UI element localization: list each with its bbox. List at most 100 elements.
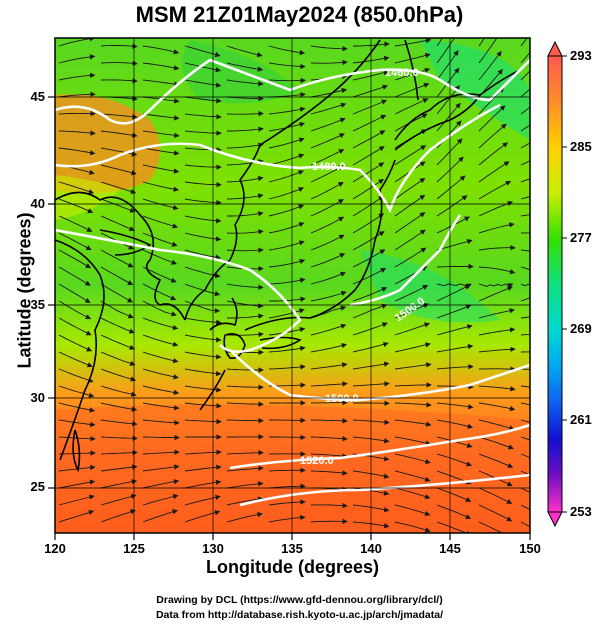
wind-streamline	[184, 130, 222, 136]
wind-streamline	[520, 38, 528, 47]
wind-streamline	[352, 162, 385, 183]
wind-streamline	[100, 449, 138, 456]
wind-streamline	[436, 419, 474, 429]
colorbar-arrow-top	[547, 40, 563, 57]
wind-streamline	[520, 88, 530, 98]
wind-streamline	[478, 419, 515, 431]
wind-streamline	[100, 368, 137, 382]
wind-streamline	[478, 222, 515, 234]
wind-streamline	[184, 232, 222, 242]
y-tick-label: 45	[31, 89, 45, 104]
wind-streamline	[226, 45, 263, 58]
wind-streamline	[352, 249, 386, 268]
wind-streamline	[100, 300, 134, 319]
wind-streamline	[184, 215, 222, 224]
wind-streamline	[184, 418, 222, 425]
wind-streamline	[478, 453, 514, 468]
chart-title: MSM 21Z01May2024 (850.0hPa)	[135, 2, 464, 27]
wind-streamline	[184, 249, 221, 260]
wind-streamline	[352, 341, 389, 353]
wind-streamline	[142, 62, 180, 71]
wind-streamline	[310, 102, 347, 115]
wind-streamline	[100, 385, 137, 397]
wind-streamline	[142, 464, 180, 472]
wind-streamline	[394, 67, 431, 81]
y-tick-label: 30	[31, 390, 45, 405]
wind-streamline	[310, 470, 348, 476]
wind-streamline	[226, 142, 264, 149]
wind-streamline	[394, 284, 429, 302]
wind-streamline	[394, 470, 431, 482]
wind-streamline	[58, 147, 96, 156]
wind-streamline	[478, 105, 506, 132]
wind-streamline	[310, 182, 344, 200]
wind-streamline	[58, 181, 95, 195]
wind-streamline	[394, 382, 432, 388]
wind-streamline	[268, 170, 305, 183]
wind-streamline	[478, 50, 502, 81]
wind-streamline	[352, 130, 386, 149]
coast-china-east	[55, 239, 105, 461]
wind-streamline	[436, 364, 474, 370]
wind-streamline	[520, 214, 530, 217]
wind-streamline	[436, 38, 444, 47]
wind-streamline	[226, 496, 264, 506]
wind-streamline	[142, 130, 180, 138]
wind-streamline	[226, 367, 264, 373]
colorbar-tick-label: 261	[570, 412, 592, 427]
wind-streamline	[520, 436, 530, 441]
wind-streamline	[520, 283, 530, 287]
wind-streamline	[100, 402, 138, 412]
wind-streamline	[142, 334, 179, 347]
wind-streamline	[268, 77, 306, 84]
wind-streamline	[58, 351, 93, 368]
colorbar-tick-label: 277	[570, 230, 592, 245]
wind-streamline	[352, 231, 385, 251]
wind-streamline	[478, 487, 513, 504]
wind-streamline	[142, 300, 177, 317]
wind-streamline	[310, 502, 348, 509]
wind-streamline	[436, 324, 473, 336]
wind-streamline	[520, 316, 530, 319]
wind-streamline	[226, 418, 264, 424]
wind-streamline	[58, 402, 95, 413]
wind-streamline	[436, 50, 459, 81]
wind-streamline	[142, 283, 177, 301]
wind-streamline	[226, 465, 264, 472]
wind-streamline	[100, 43, 138, 49]
wind-streamline	[394, 362, 432, 370]
wind-streamline	[268, 106, 306, 115]
x-tick-label: 130	[202, 541, 224, 556]
wind-streamline	[226, 95, 264, 102]
wind-streamline	[100, 78, 138, 84]
wind-streamline	[100, 147, 138, 157]
wind-streamline	[58, 385, 95, 398]
wind-streamline	[100, 198, 136, 213]
y-axis-label: Latitude (degrees)	[14, 212, 35, 369]
wind-streamline	[100, 181, 137, 195]
wind-streamline	[520, 142, 530, 149]
wind-streamline	[310, 435, 348, 442]
wind-streamline	[520, 160, 530, 166]
colorbar-tick-label: 293	[570, 48, 592, 63]
wind-streamline	[184, 334, 222, 343]
wind-streamline	[478, 180, 512, 200]
wind-streamline	[58, 283, 91, 303]
wind-streamline	[394, 52, 431, 64]
wind-streamline	[394, 436, 432, 446]
wind-streamline	[310, 149, 345, 166]
wind-streamline	[100, 464, 138, 472]
wind-streamline	[478, 266, 516, 275]
wind-streamline	[269, 434, 306, 441]
wind-streamline	[394, 98, 429, 115]
wind-streamline	[142, 479, 180, 489]
wind-streamline	[142, 494, 179, 506]
wind-streamline	[58, 91, 96, 98]
wind-streamline	[394, 419, 432, 427]
wind-streamline	[394, 178, 426, 200]
wind-streamline	[310, 453, 348, 459]
wind-streamline	[520, 196, 530, 200]
wind-streamline	[268, 204, 305, 217]
wind-streamline	[352, 195, 384, 217]
wind-streamline	[58, 72, 96, 81]
